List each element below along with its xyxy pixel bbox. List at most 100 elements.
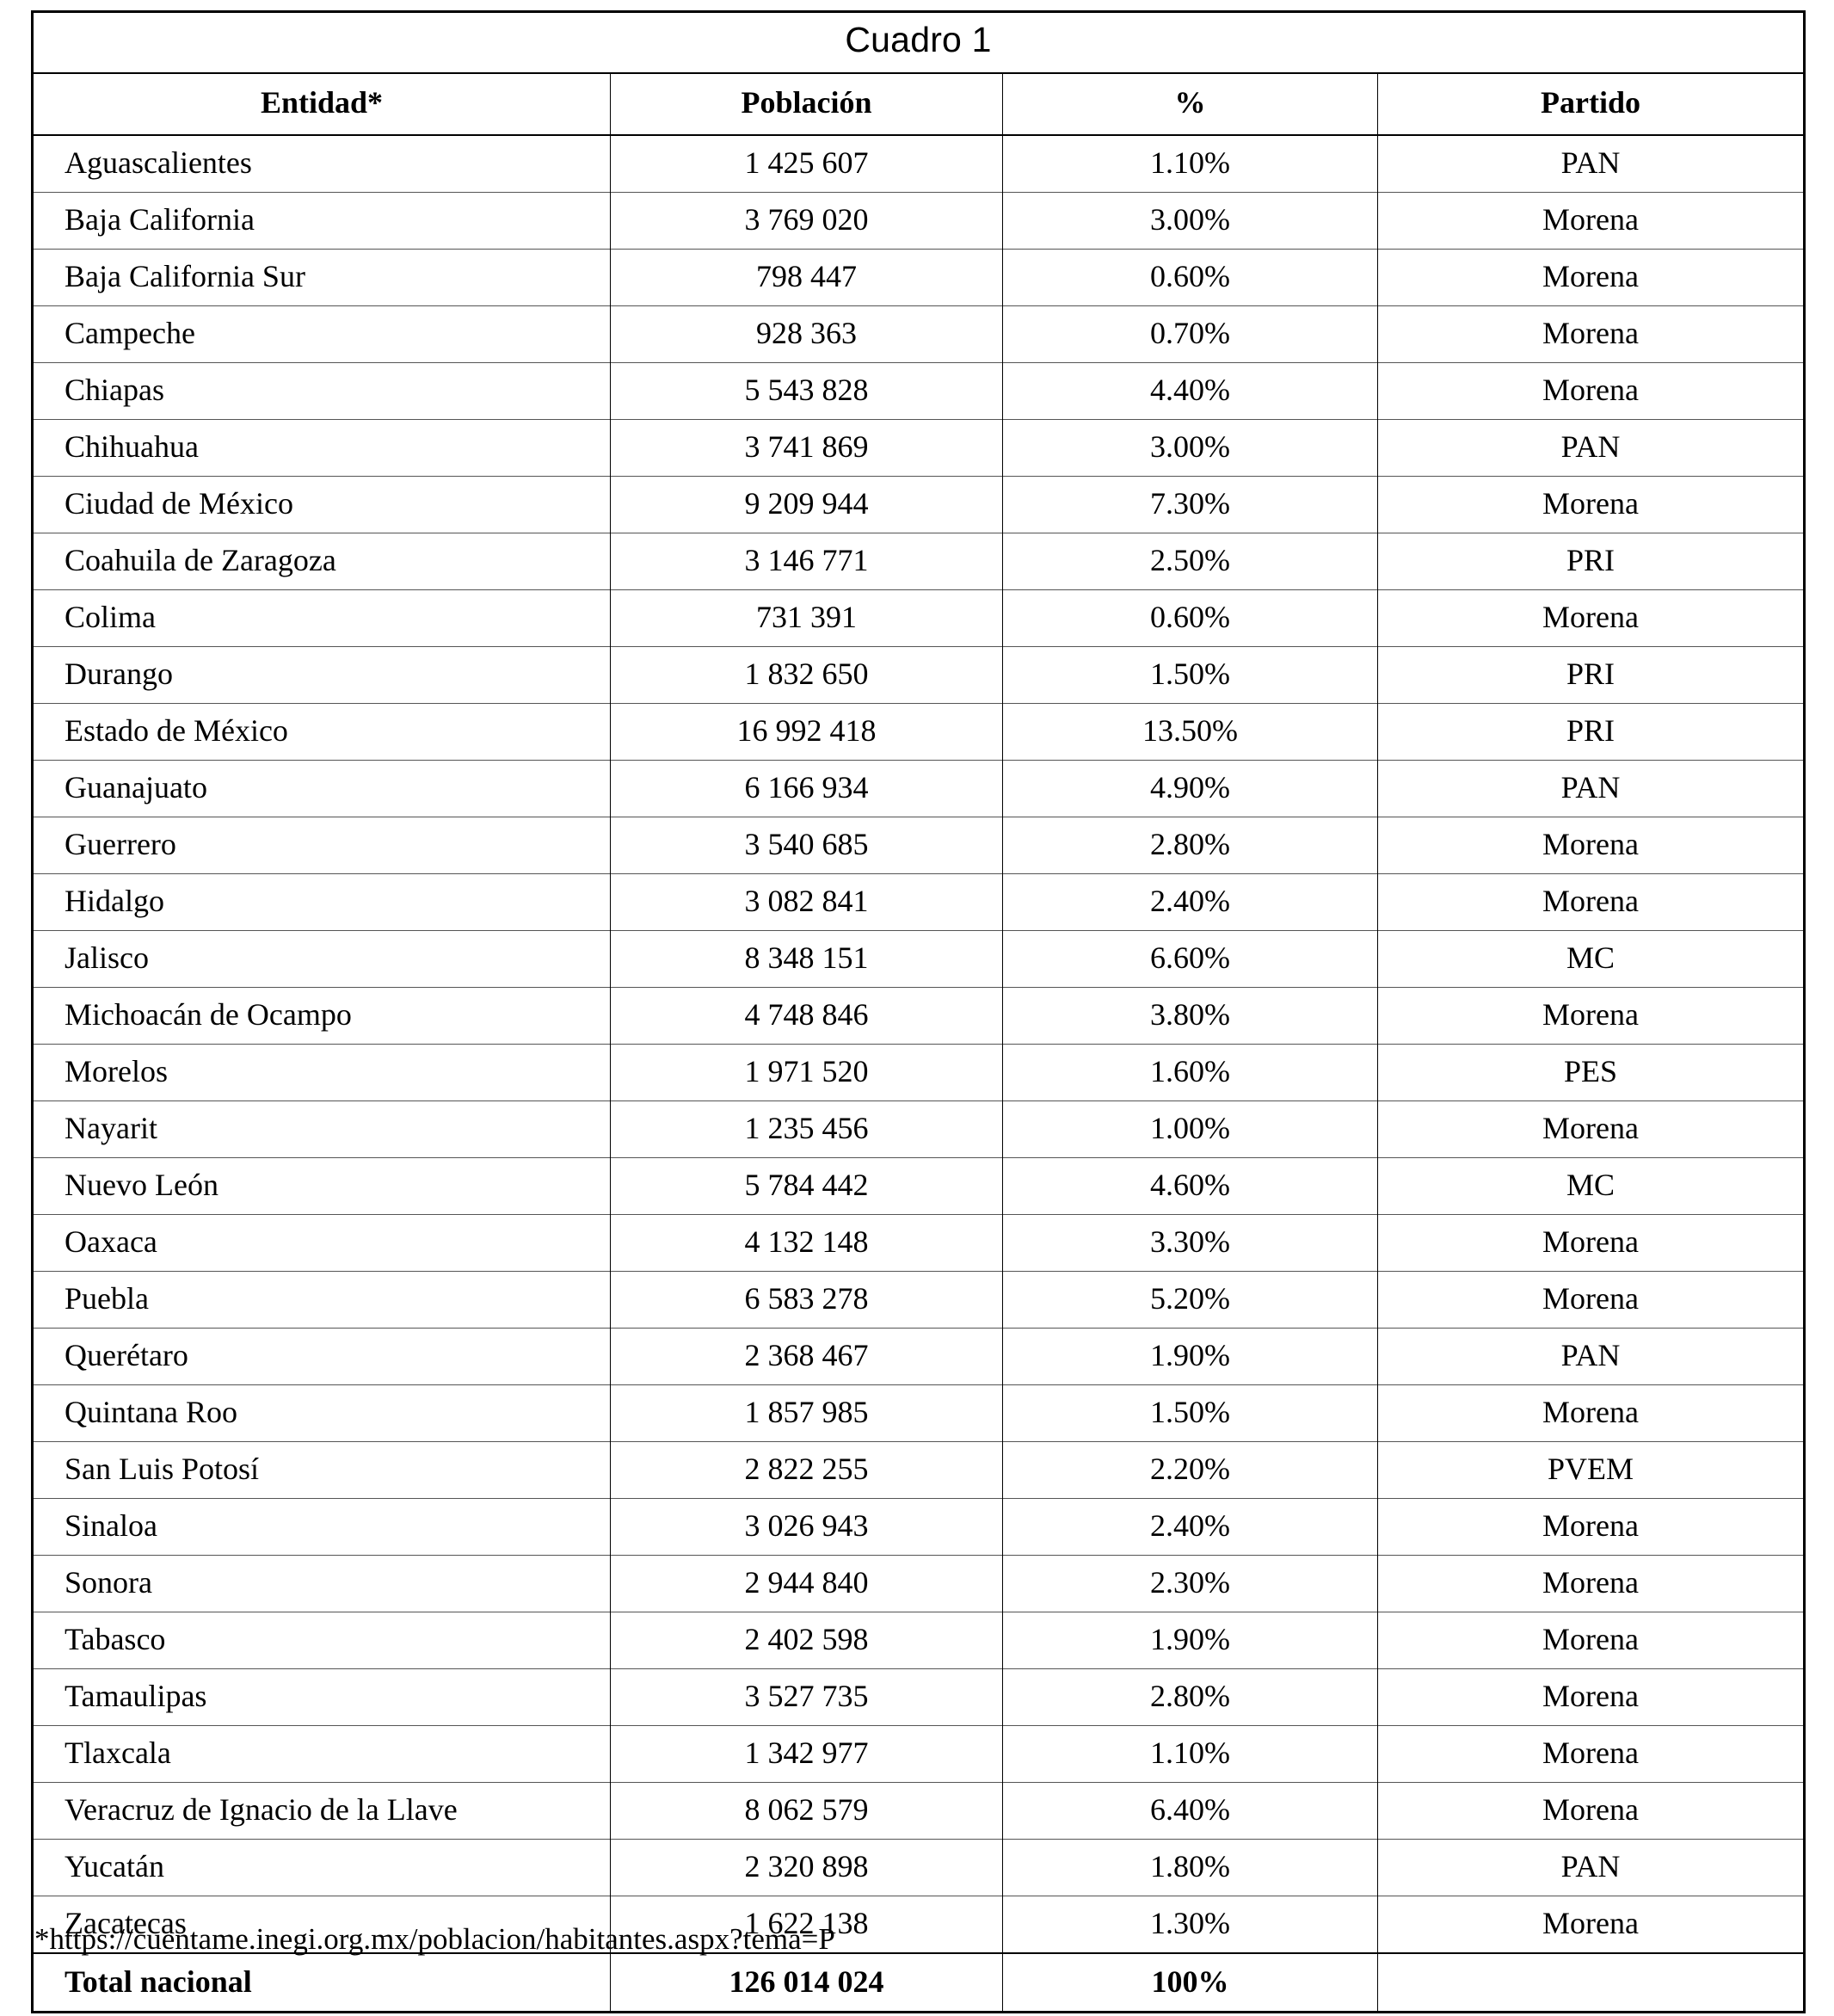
total-porcentaje: 100% (1002, 1951, 1378, 2013)
cell-partido: Morena (1376, 1384, 1805, 1442)
cell-entidad: Quintana Roo (32, 1384, 611, 1442)
cell-partido: Morena (1376, 1100, 1805, 1158)
cell-poblacion: 8 348 151 (610, 929, 1003, 988)
cell-entidad: Guanajuato (32, 759, 611, 817)
total-label: Total nacional (32, 1951, 611, 2013)
table-row: Campeche 928 363 0.70% Morena (32, 305, 1805, 363)
table-row: Nayarit 1 235 456 1.00% Morena (32, 1100, 1805, 1158)
cell-poblacion: 6 583 278 (610, 1270, 1003, 1329)
cell-partido: Morena (1376, 1781, 1805, 1840)
cell-poblacion: 1 971 520 (610, 1043, 1003, 1101)
cell-partido: PRI (1376, 645, 1805, 704)
cell-porcentaje: 1.00% (1002, 1100, 1378, 1158)
source-footnote: *https://cuentame.inegi.org.mx/poblacion… (34, 1922, 835, 1956)
cell-entidad: Nayarit (32, 1100, 611, 1158)
table-body: Aguascalientes 1 425 607 1.10% PAN Baja Cali… (32, 134, 1805, 2013)
cell-entidad: Coahuila de Zaragoza (32, 532, 611, 590)
cell-poblacion: 8 062 579 (610, 1781, 1003, 1840)
table-row: Sonora 2 944 840 2.30% Morena (32, 1554, 1805, 1612)
cell-poblacion: 3 540 685 (610, 816, 1003, 874)
cell-entidad: Sonora (32, 1554, 611, 1612)
table-row: Michoacán de Ocampo 4 748 846 3.80% Morena (32, 986, 1805, 1045)
cell-poblacion: 731 391 (610, 589, 1003, 647)
cell-porcentaje: 1.10% (1002, 1724, 1378, 1783)
cell-porcentaje: 5.20% (1002, 1270, 1378, 1329)
cell-porcentaje: 2.80% (1002, 816, 1378, 874)
cell-porcentaje: 1.60% (1002, 1043, 1378, 1101)
cell-entidad: Aguascalientes (32, 134, 611, 193)
cell-partido: Morena (1376, 1611, 1805, 1669)
cell-poblacion: 9 209 944 (610, 475, 1003, 533)
table-row: Tamaulipas 3 527 735 2.80% Morena (32, 1668, 1805, 1726)
cell-poblacion: 1 342 977 (610, 1724, 1003, 1783)
cell-porcentaje: 1.10% (1002, 134, 1378, 193)
cell-partido: Morena (1376, 872, 1805, 931)
cell-partido: PAN (1376, 418, 1805, 477)
cell-entidad: Querétaro (32, 1327, 611, 1385)
table-row: San Luis Potosí 2 822 255 2.20% PVEM (32, 1440, 1805, 1499)
cell-partido: Morena (1376, 816, 1805, 874)
cell-partido: Morena (1376, 1895, 1805, 1953)
cell-poblacion: 3 146 771 (610, 532, 1003, 590)
table-header-row: Entidad* Población % Partido (32, 73, 1805, 136)
cell-partido: PES (1376, 1043, 1805, 1101)
cell-partido: Morena (1376, 361, 1805, 420)
cell-entidad: San Luis Potosí (32, 1440, 611, 1499)
cell-entidad: Puebla (32, 1270, 611, 1329)
cell-partido: Morena (1376, 1668, 1805, 1726)
table-row: Oaxaca 4 132 148 3.30% Morena (32, 1213, 1805, 1272)
cell-partido: PAN (1376, 1838, 1805, 1896)
cell-porcentaje: 1.50% (1002, 1384, 1378, 1442)
table-row: Sinaloa 3 026 943 2.40% Morena (32, 1497, 1805, 1556)
cell-entidad: Durango (32, 645, 611, 704)
cell-porcentaje: 0.60% (1002, 589, 1378, 647)
cell-porcentaje: 7.30% (1002, 475, 1378, 533)
cell-poblacion: 6 166 934 (610, 759, 1003, 817)
cell-entidad: Campeche (32, 305, 611, 363)
cell-porcentaje: 4.90% (1002, 759, 1378, 817)
cell-entidad: Hidalgo (32, 872, 611, 931)
table-row: Zacatecas 1 622 138 1.30% Morena (32, 1895, 1805, 1953)
table-row: Durango 1 832 650 1.50% PRI (32, 645, 1805, 704)
cell-partido: Morena (1376, 305, 1805, 363)
table-row: Chiapas 5 543 828 4.40% Morena (32, 361, 1805, 420)
table-row: Baja California Sur 798 447 0.60% Morena (32, 248, 1805, 306)
cell-entidad: Jalisco (32, 929, 611, 988)
total-poblacion: 126 014 024 (610, 1951, 1003, 2013)
cell-poblacion: 1 235 456 (610, 1100, 1003, 1158)
cell-porcentaje: 3.80% (1002, 986, 1378, 1045)
table-row: Colima 731 391 0.60% Morena (32, 589, 1805, 647)
cell-partido: PAN (1376, 1327, 1805, 1385)
cell-entidad: Tlaxcala (32, 1724, 611, 1783)
cell-partido: Morena (1376, 1270, 1805, 1329)
cell-entidad: Chiapas (32, 361, 611, 420)
cell-porcentaje: 13.50% (1002, 702, 1378, 761)
table-row: Jalisco 8 348 151 6.60% MC (32, 929, 1805, 988)
cell-poblacion: 4 748 846 (610, 986, 1003, 1045)
table-row: Yucatán 2 320 898 1.80% PAN (32, 1838, 1805, 1896)
cell-entidad: Yucatán (32, 1838, 611, 1896)
cell-entidad: Baja California (32, 191, 611, 250)
cell-porcentaje: 1.80% (1002, 1838, 1378, 1896)
cell-porcentaje: 4.60% (1002, 1156, 1378, 1215)
cell-entidad: Tamaulipas (32, 1668, 611, 1726)
cell-partido: Morena (1376, 475, 1805, 533)
table-row: Guanajuato 6 166 934 4.90% PAN (32, 759, 1805, 817)
cell-poblacion: 2 320 898 (610, 1838, 1003, 1896)
cell-porcentaje: 1.90% (1002, 1327, 1378, 1385)
cell-entidad: Sinaloa (32, 1497, 611, 1556)
cell-poblacion: 3 741 869 (610, 418, 1003, 477)
cell-porcentaje: 2.50% (1002, 532, 1378, 590)
cell-partido: PVEM (1376, 1440, 1805, 1499)
table-row: Coahuila de Zaragoza 3 146 771 2.50% PRI (32, 532, 1805, 590)
cell-entidad: Veracruz de Ignacio de la Llave (32, 1781, 611, 1840)
column-header-poblacion: Población (610, 73, 1003, 136)
cell-poblacion: 1 857 985 (610, 1384, 1003, 1442)
cell-poblacion: 1 622 138 (610, 1895, 1003, 1953)
cell-partido: MC (1376, 929, 1805, 988)
population-by-state-table: Cuadro 1 Entidad* Población % Partido Ag… (31, 10, 1806, 2014)
cell-poblacion: 3 082 841 (610, 872, 1003, 931)
cell-porcentaje: 3.00% (1002, 191, 1378, 250)
table-row: Morelos 1 971 520 1.60% PES (32, 1043, 1805, 1101)
